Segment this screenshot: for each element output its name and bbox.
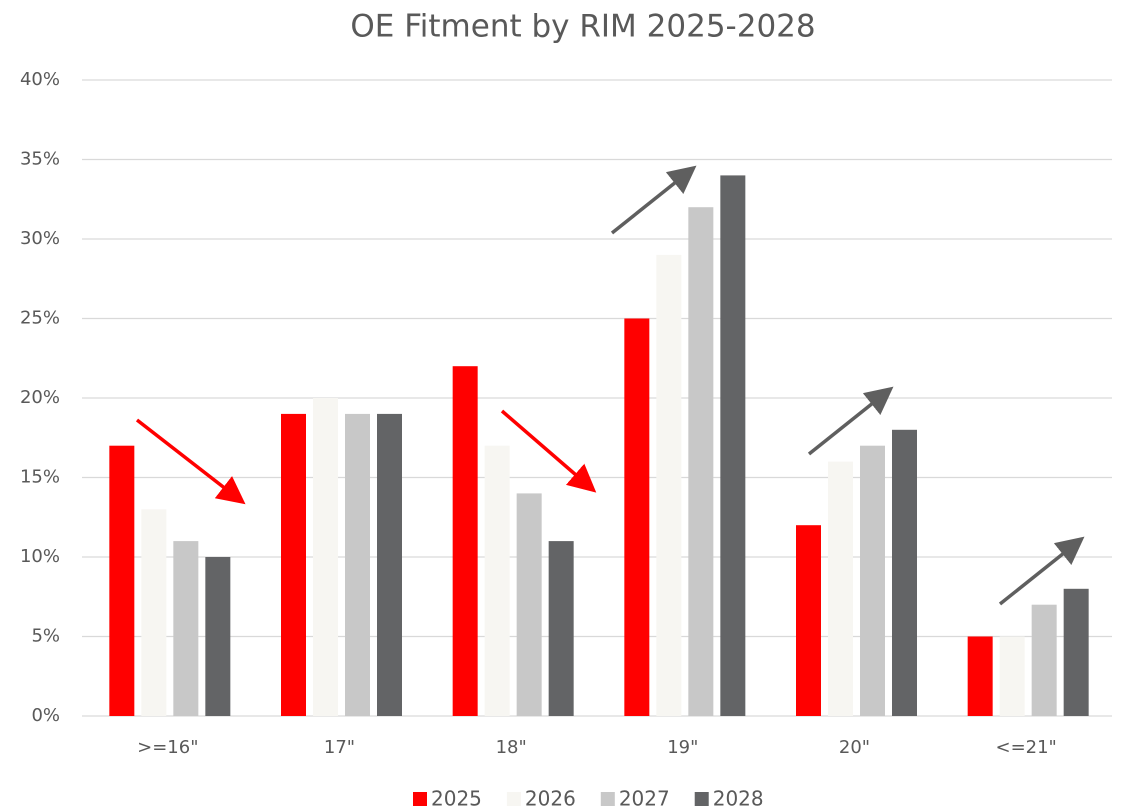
y-tick-label: 10%: [20, 546, 60, 567]
grid: [82, 79, 1112, 717]
legend-label: 2026: [525, 787, 576, 811]
bar: [860, 445, 885, 716]
y-tick-label: 0%: [31, 705, 60, 726]
bar: [141, 509, 167, 716]
trend-arrow: [610, 165, 697, 235]
bar: [828, 461, 853, 716]
bar: [1031, 604, 1057, 716]
legend-label: 2025: [431, 787, 482, 811]
y-tick-label: 5%: [31, 626, 60, 647]
y-tick-label: 25%: [20, 308, 60, 329]
bars: [109, 175, 1089, 716]
bar: [516, 493, 542, 716]
bar: [624, 318, 650, 716]
bar: [548, 541, 574, 716]
trend-arrow: [135, 418, 246, 505]
legend-swatch: [413, 792, 427, 806]
bar: [796, 525, 821, 716]
bar: [1063, 588, 1089, 716]
bar: [281, 413, 306, 716]
bar: [720, 175, 746, 716]
y-tick-label: 40%: [20, 69, 60, 90]
bar: [656, 254, 682, 716]
x-tick-label: 20": [839, 737, 870, 758]
x-tick-label: <=21": [995, 737, 1056, 758]
trend-arrow: [998, 536, 1085, 606]
legend-label: 2028: [713, 787, 764, 811]
x-tick-label: >=16": [137, 737, 198, 758]
bar: [205, 557, 231, 716]
bar: [967, 636, 993, 716]
chart-title: OE Fitment by RIM 2025-2028: [350, 9, 815, 45]
bar: [484, 445, 510, 716]
legend-swatch: [694, 792, 709, 806]
trend-arrows: [135, 165, 1085, 606]
y-tick-label: 35%: [20, 149, 60, 170]
x-tick-label: 18": [496, 737, 527, 758]
bar: [688, 207, 714, 716]
y-tick-label: 20%: [20, 387, 60, 408]
bar: [345, 413, 370, 716]
trend-arrow: [500, 409, 597, 493]
bar: [313, 398, 338, 716]
bar: [377, 413, 402, 716]
x-tick-label: 17": [324, 737, 355, 758]
trend-arrow: [807, 386, 894, 456]
legend-swatch: [600, 792, 615, 806]
legend-label: 2027: [619, 787, 670, 811]
legend-swatch: [506, 792, 521, 806]
bar: [452, 366, 478, 716]
bar: [109, 445, 135, 716]
bar: [999, 636, 1025, 716]
y-tick-label: 15%: [20, 467, 60, 488]
x-tick-label: 19": [667, 737, 698, 758]
bar: [173, 541, 199, 716]
y-tick-label: 30%: [20, 228, 60, 249]
bar: [892, 429, 917, 716]
